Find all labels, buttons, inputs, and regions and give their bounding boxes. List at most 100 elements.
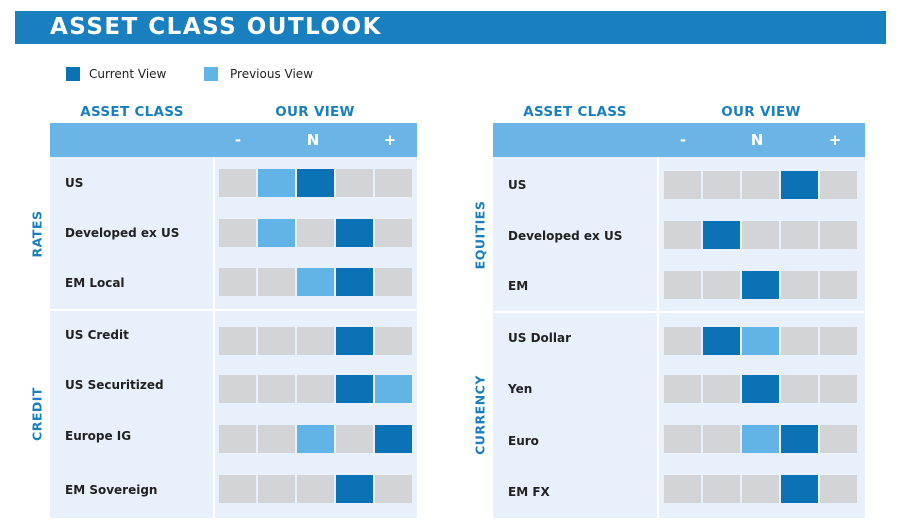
previous-view-cell xyxy=(742,425,779,453)
scale-symbol-plus: + xyxy=(828,131,842,149)
group-label-currency: CURRENCY xyxy=(472,375,488,455)
current-view-cell xyxy=(703,221,740,249)
scale-cell xyxy=(781,221,818,249)
current-view-cell xyxy=(742,375,779,403)
group-label-panel xyxy=(493,157,657,312)
scale-cell xyxy=(820,221,857,249)
scale-cell xyxy=(781,271,818,299)
current-view-cell xyxy=(781,171,818,199)
scale-cell xyxy=(820,171,857,199)
row-label: US xyxy=(508,178,527,192)
scale-symbol-minus: - xyxy=(679,131,687,149)
scale-cell xyxy=(375,268,412,296)
row-label: US xyxy=(65,176,84,190)
title-banner xyxy=(15,11,886,44)
scale-cell xyxy=(664,375,701,403)
legend-current-label: Current View xyxy=(89,67,167,81)
scale-cell xyxy=(703,425,740,453)
scale-cell xyxy=(820,475,857,503)
current-view-cell xyxy=(336,327,373,355)
current-view-cell xyxy=(375,425,412,453)
scale-header-bar xyxy=(50,123,417,157)
row-label: EM Sovereign xyxy=(65,483,158,497)
scale-cell xyxy=(375,475,412,503)
previous-view-cell xyxy=(742,327,779,355)
scale-header-bar xyxy=(493,123,865,157)
scale-cell xyxy=(820,327,857,355)
scale-cell xyxy=(258,425,295,453)
scale-cell xyxy=(219,169,256,197)
previous-view-cell xyxy=(297,425,334,453)
asset-class-header: ASSET CLASS xyxy=(80,104,184,120)
scale-cell xyxy=(258,375,295,403)
group-label-equities: EQUITIES xyxy=(472,200,488,269)
scale-cell xyxy=(742,475,779,503)
scale-symbol-minus: - xyxy=(234,131,242,149)
scale-cell xyxy=(664,425,701,453)
group-label-rates: RATES xyxy=(29,210,45,257)
scale-cell xyxy=(258,475,295,503)
group-label-panel xyxy=(50,157,213,310)
scale-cell xyxy=(664,221,701,249)
scale-cell xyxy=(742,221,779,249)
scale-cell xyxy=(664,171,701,199)
scale-cell xyxy=(297,475,334,503)
scale-cell xyxy=(781,327,818,355)
scale-cell xyxy=(781,375,818,403)
scale-cell xyxy=(664,271,701,299)
current-view-cell xyxy=(336,268,373,296)
row-label: Euro xyxy=(508,434,539,448)
previous-view-cell xyxy=(258,169,295,197)
scale-cell xyxy=(219,268,256,296)
previous-view-cell xyxy=(258,219,295,247)
row-label: Developed ex US xyxy=(65,226,180,240)
scale-symbol-neutral: N xyxy=(306,131,320,149)
scale-cell xyxy=(703,475,740,503)
scale-cell xyxy=(219,327,256,355)
scale-cell xyxy=(664,475,701,503)
current-view-cell xyxy=(297,169,334,197)
scale-cell xyxy=(742,171,779,199)
scale-cell xyxy=(258,327,295,355)
scale-cell xyxy=(336,425,373,453)
group-label-panel xyxy=(50,310,213,518)
scale-cell xyxy=(375,219,412,247)
scale-cell xyxy=(664,327,701,355)
group-label-panel xyxy=(493,312,657,518)
current-view-cell xyxy=(336,219,373,247)
current-view-cell xyxy=(703,327,740,355)
group-divider xyxy=(493,311,865,313)
row-label: Yen xyxy=(508,382,533,396)
our-view-header: OUR VIEW xyxy=(721,104,801,120)
scale-cell xyxy=(820,375,857,403)
scale-cell xyxy=(219,425,256,453)
row-label: Developed ex US xyxy=(508,229,623,243)
row-label: US Securitized xyxy=(65,378,164,392)
row-label: US Credit xyxy=(65,328,129,342)
legend-previous-swatch xyxy=(204,67,218,81)
current-view-cell xyxy=(742,271,779,299)
scale-cell xyxy=(336,169,373,197)
group-divider xyxy=(50,309,417,311)
group-label-credit: CREDIT xyxy=(29,387,45,441)
row-label: EM xyxy=(508,279,529,293)
legend-previous-label: Previous View xyxy=(230,67,314,81)
current-view-cell xyxy=(781,425,818,453)
scale-cell xyxy=(297,375,334,403)
scale-cell xyxy=(703,375,740,403)
scale-symbol-plus: + xyxy=(383,131,397,149)
current-view-cell xyxy=(336,375,373,403)
scale-cell xyxy=(375,169,412,197)
scale-symbol-neutral: N xyxy=(750,131,764,149)
scale-cell xyxy=(820,425,857,453)
page-title: ASSET CLASS OUTLOOK xyxy=(50,14,382,40)
previous-view-cell xyxy=(375,375,412,403)
scale-cell xyxy=(375,327,412,355)
row-label: EM Local xyxy=(65,276,125,290)
legend-current-swatch xyxy=(66,67,80,81)
scale-cell xyxy=(820,271,857,299)
row-label: US Dollar xyxy=(508,331,572,345)
scale-cell xyxy=(258,268,295,296)
scale-cell xyxy=(219,475,256,503)
scale-cell xyxy=(297,327,334,355)
